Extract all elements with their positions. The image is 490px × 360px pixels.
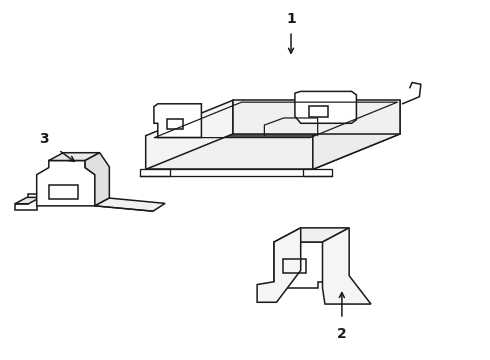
Polygon shape <box>49 153 99 161</box>
Polygon shape <box>303 169 332 176</box>
Polygon shape <box>233 100 400 134</box>
Polygon shape <box>140 169 170 176</box>
Polygon shape <box>154 104 201 138</box>
Polygon shape <box>274 228 349 242</box>
Bar <box>283 259 306 273</box>
Bar <box>167 119 183 129</box>
Polygon shape <box>322 228 371 304</box>
Polygon shape <box>95 198 165 211</box>
Polygon shape <box>37 161 95 206</box>
Text: 3: 3 <box>39 132 49 146</box>
Bar <box>309 106 328 117</box>
Polygon shape <box>146 136 313 169</box>
Polygon shape <box>313 100 400 169</box>
Polygon shape <box>257 228 301 302</box>
Polygon shape <box>15 197 41 204</box>
Bar <box>49 185 78 199</box>
Polygon shape <box>146 134 400 169</box>
Polygon shape <box>85 153 109 206</box>
Polygon shape <box>274 242 322 288</box>
Text: 2: 2 <box>337 327 347 341</box>
Polygon shape <box>146 100 233 169</box>
Text: 1: 1 <box>286 12 296 26</box>
Polygon shape <box>15 194 37 210</box>
Polygon shape <box>295 91 356 123</box>
